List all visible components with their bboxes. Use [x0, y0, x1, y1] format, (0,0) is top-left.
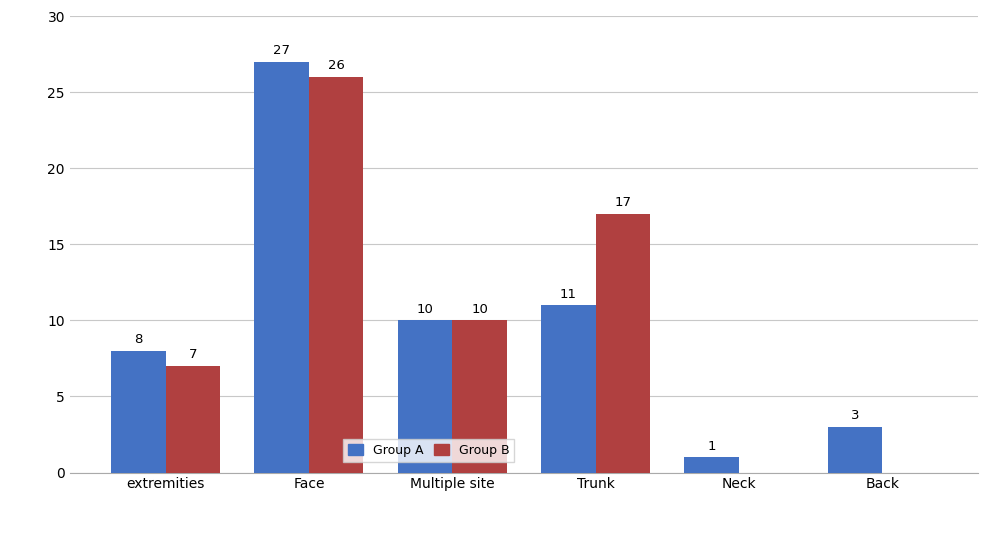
Text: 17: 17 — [615, 197, 632, 209]
Bar — [596, 214, 650, 473]
Text: 1: 1 — [708, 440, 716, 453]
Text: 26: 26 — [327, 60, 344, 72]
Bar — [309, 77, 363, 473]
Bar — [166, 366, 221, 473]
Text: 8: 8 — [134, 333, 143, 346]
Text: 27: 27 — [273, 44, 290, 57]
Bar — [827, 427, 882, 473]
Bar — [685, 458, 739, 473]
Text: 3: 3 — [851, 409, 859, 422]
Text: 11: 11 — [560, 288, 577, 301]
Bar — [541, 305, 596, 473]
Text: 10: 10 — [416, 303, 433, 316]
Legend: Group A, Group B: Group A, Group B — [343, 439, 514, 462]
Bar — [452, 321, 507, 473]
Bar — [111, 351, 166, 473]
Text: 7: 7 — [189, 349, 197, 361]
Bar — [254, 62, 309, 473]
Text: 10: 10 — [471, 303, 488, 316]
Bar — [398, 321, 452, 473]
